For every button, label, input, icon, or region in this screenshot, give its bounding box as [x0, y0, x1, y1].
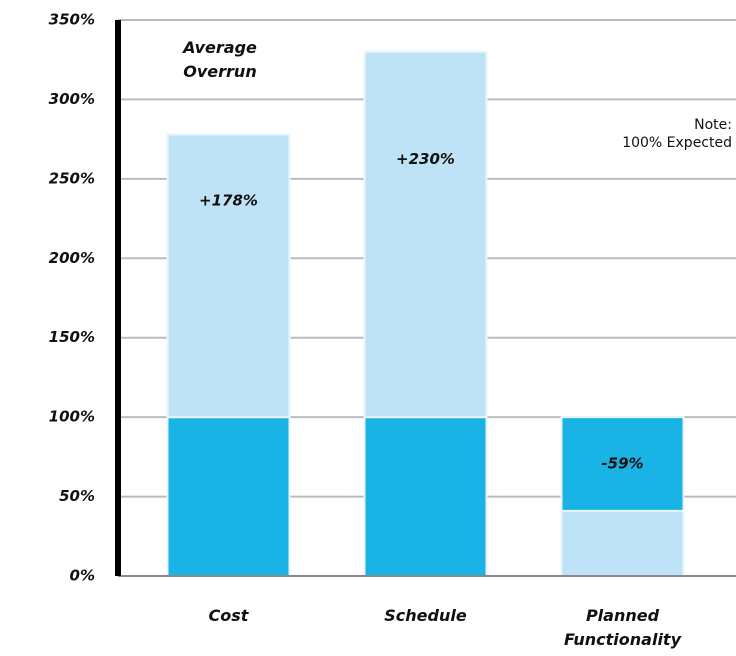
annotation: Average Overrun: [183, 38, 257, 81]
data-label: -59%: [601, 455, 643, 473]
y-tick-label: 50%: [59, 487, 95, 505]
y-tick-label: 250%: [49, 169, 95, 187]
y-tick-label: 300%: [49, 90, 95, 108]
annotation: 100% Expected: [622, 135, 732, 151]
bar-segment: [363, 416, 488, 577]
data-label: +178%: [199, 191, 258, 209]
x-tick-label: Schedule: [384, 606, 467, 625]
bar-segment: [363, 50, 488, 419]
data-label: +230%: [396, 150, 455, 168]
y-tick-label: 350%: [49, 11, 95, 29]
x-tick-label: Cost: [208, 606, 249, 625]
x-tick-label: Planned Functionality: [563, 606, 682, 649]
y-tick-label: 100%: [49, 408, 95, 426]
annotation: Note:: [694, 117, 732, 133]
y-tick-label: 0%: [70, 567, 95, 585]
y-tick-label: 200%: [49, 249, 95, 267]
bar-segment: [166, 416, 291, 577]
bar-segment: [560, 416, 685, 512]
bar-segment: [166, 133, 291, 419]
y-tick-label: 150%: [49, 328, 95, 346]
